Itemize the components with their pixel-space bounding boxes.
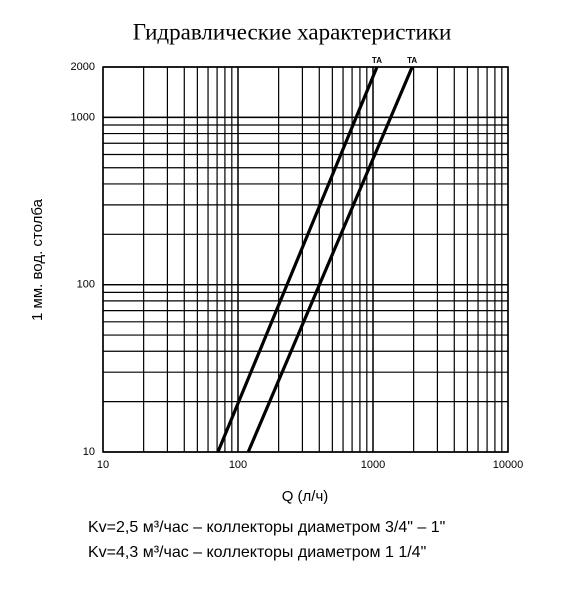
- x-axis-label: Q (л/ч): [282, 488, 329, 505]
- note: Kv=4,3 м³/час – коллекторы диаметром 1 1…: [88, 544, 426, 561]
- series-line: [246, 66, 414, 453]
- note: Kv=2,5 м³/час – коллекторы диаметром 3/4…: [88, 519, 445, 536]
- chart-title: Гидравлические характеристики: [133, 19, 452, 44]
- y-tick-label: 10: [83, 446, 95, 458]
- y-tick-label: 100: [77, 279, 95, 291]
- x-tick-label: 100: [229, 459, 247, 471]
- plot-frame: [102, 66, 509, 453]
- y-axis-label: 1 мм. вод. столба: [29, 198, 46, 321]
- y-tick-label: 1000: [71, 111, 95, 123]
- series-line: [216, 66, 379, 453]
- series-label: TA: [372, 56, 382, 65]
- x-tick-label: 10: [97, 459, 109, 471]
- y-tick-label: 2000: [71, 61, 95, 73]
- x-tick-label: 1000: [361, 459, 385, 471]
- series-label: TA: [407, 56, 417, 65]
- x-tick-label: 10000: [493, 459, 524, 471]
